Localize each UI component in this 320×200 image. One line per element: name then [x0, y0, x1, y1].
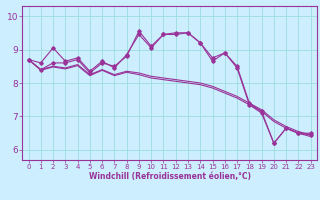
X-axis label: Windchill (Refroidissement éolien,°C): Windchill (Refroidissement éolien,°C) — [89, 172, 251, 181]
